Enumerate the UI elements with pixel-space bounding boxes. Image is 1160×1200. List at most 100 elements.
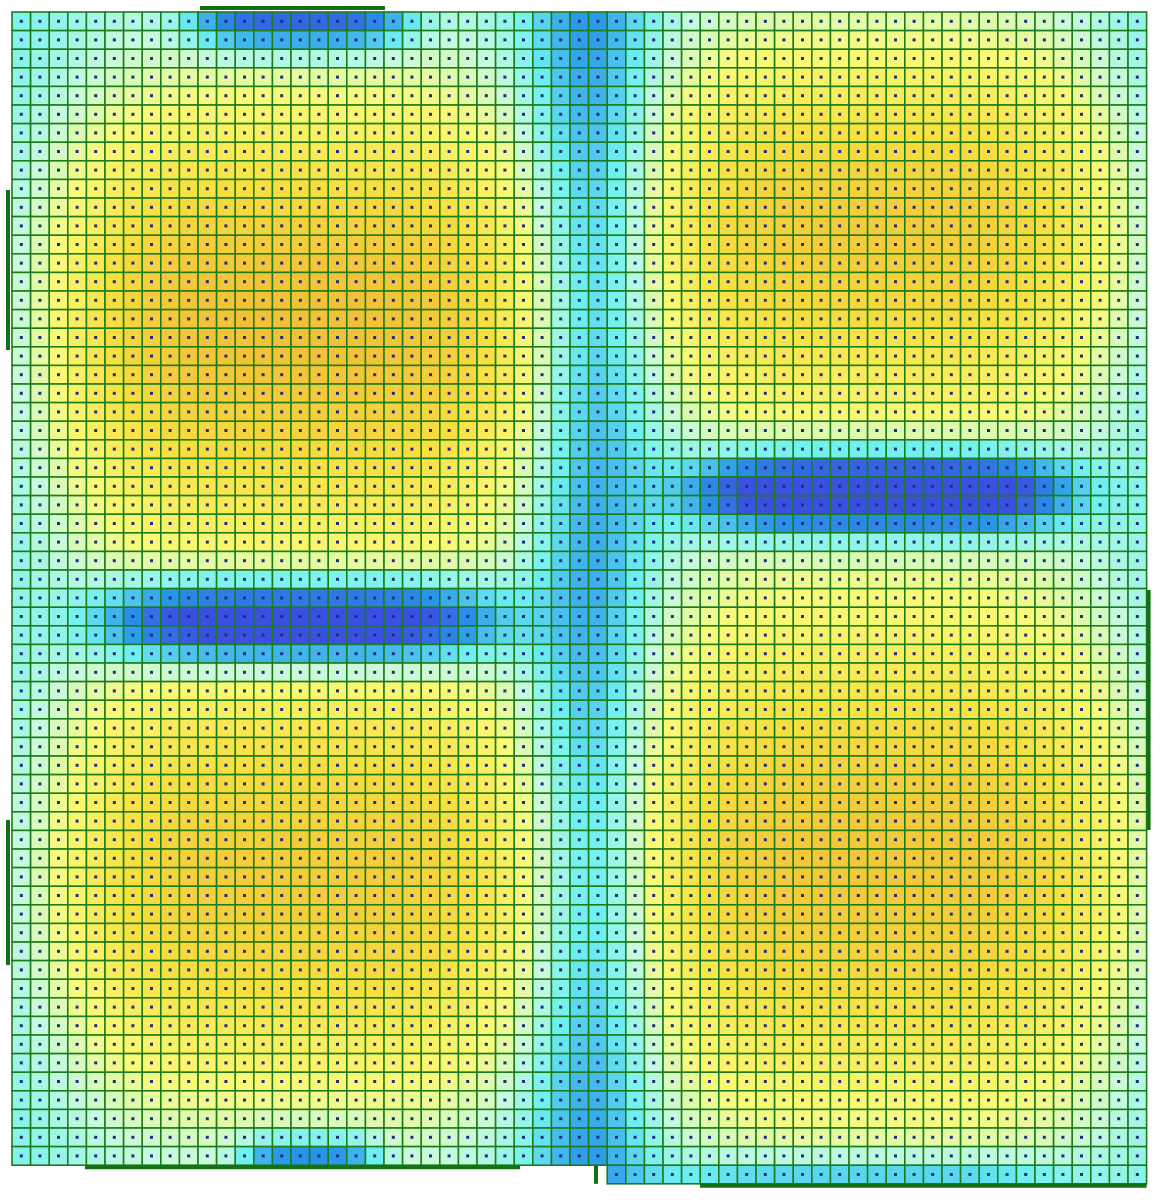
mesh-node: [577, 57, 581, 60]
mesh-node: [819, 57, 823, 60]
mesh-node: [429, 503, 432, 507]
mesh-node: [689, 94, 693, 98]
mesh-node: [224, 726, 228, 730]
mesh-node: [726, 354, 730, 358]
mesh-node: [912, 354, 916, 358]
mesh-node: [745, 205, 749, 209]
mesh-node: [968, 243, 972, 246]
mesh-node: [689, 522, 693, 525]
mesh-node: [19, 224, 23, 228]
mesh-node: [336, 75, 339, 79]
mesh-node: [782, 708, 786, 711]
mesh-node: [205, 261, 209, 265]
mesh-node: [391, 670, 395, 674]
mesh-node: [987, 466, 990, 470]
mesh-node: [410, 391, 414, 395]
mesh-node: [243, 652, 246, 656]
mesh-node: [205, 168, 209, 172]
mesh-node: [1024, 391, 1028, 395]
mesh-node: [131, 150, 135, 153]
mesh-node: [75, 38, 79, 42]
mesh-node: [987, 373, 990, 377]
mesh-node: [131, 224, 135, 228]
mesh-node: [708, 94, 711, 98]
mesh-node: [1061, 38, 1065, 42]
mesh-node: [577, 75, 581, 79]
mesh-node: [298, 615, 302, 618]
mesh-node: [782, 447, 786, 451]
mesh-node: [949, 633, 953, 637]
mesh-node: [243, 19, 246, 23]
mesh-node: [633, 615, 637, 618]
mesh-node: [373, 726, 377, 730]
mesh-node: [782, 205, 786, 209]
mesh-node: [447, 224, 451, 228]
mesh-node: [243, 763, 246, 767]
mesh-node: [503, 205, 507, 209]
mesh-node: [912, 168, 916, 172]
mesh-node: [187, 652, 191, 656]
mesh-node: [1061, 763, 1065, 767]
mesh-node: [949, 205, 953, 209]
mesh-node: [1117, 522, 1121, 525]
mesh-node: [968, 745, 972, 749]
mesh-node: [57, 577, 60, 581]
mesh-node: [150, 168, 153, 172]
mesh-node: [1005, 373, 1009, 377]
mesh-node: [205, 708, 209, 711]
mesh-node: [38, 708, 42, 711]
mesh-node: [410, 540, 414, 544]
mesh-node: [503, 224, 507, 228]
mesh-node: [615, 150, 618, 153]
mesh-node: [763, 112, 767, 116]
mesh-node: [559, 615, 563, 618]
mesh-node: [243, 150, 246, 153]
mesh-node: [670, 354, 674, 358]
mesh-node: [205, 447, 209, 451]
mesh-node: [856, 670, 860, 674]
mesh-node: [577, 224, 581, 228]
mesh-node: [596, 447, 600, 451]
mesh-node: [410, 429, 414, 432]
mesh-node: [708, 633, 711, 637]
mesh-node: [1117, 484, 1121, 488]
mesh-node: [373, 540, 377, 544]
mesh-node: [596, 38, 600, 42]
mesh-node: [391, 38, 395, 42]
mesh-node: [894, 429, 897, 432]
mesh-node: [987, 633, 990, 637]
mesh-node: [410, 670, 414, 674]
mesh-node: [726, 466, 730, 470]
mesh-node: [354, 336, 358, 339]
mesh-node: [670, 280, 674, 284]
mesh-node: [19, 670, 23, 674]
mesh-node: [224, 410, 228, 414]
mesh-node: [708, 280, 711, 284]
mesh-node: [466, 503, 470, 507]
mesh-node: [894, 38, 897, 42]
mesh-node: [38, 447, 42, 451]
mesh-node: [1024, 224, 1028, 228]
mesh-node: [856, 652, 860, 656]
mesh-node: [503, 75, 507, 79]
mesh-node: [596, 354, 600, 358]
mesh-node: [354, 57, 358, 60]
mesh-node: [1080, 503, 1083, 507]
mesh-node: [391, 354, 395, 358]
mesh-node: [466, 484, 470, 488]
mesh-node: [187, 57, 191, 60]
mesh-node: [1080, 689, 1083, 693]
mesh-node: [522, 373, 525, 377]
mesh-node: [1098, 726, 1102, 730]
mesh-node: [968, 577, 972, 581]
mesh-node: [38, 763, 42, 767]
mesh-node: [354, 391, 358, 395]
mesh-node: [261, 615, 265, 618]
mesh-node: [1080, 577, 1083, 581]
mesh-node: [280, 522, 284, 525]
mesh-node: [801, 317, 804, 321]
mesh-node: [187, 484, 191, 488]
mesh-node: [75, 57, 79, 60]
mesh-node: [968, 670, 972, 674]
mesh-node: [484, 336, 488, 339]
